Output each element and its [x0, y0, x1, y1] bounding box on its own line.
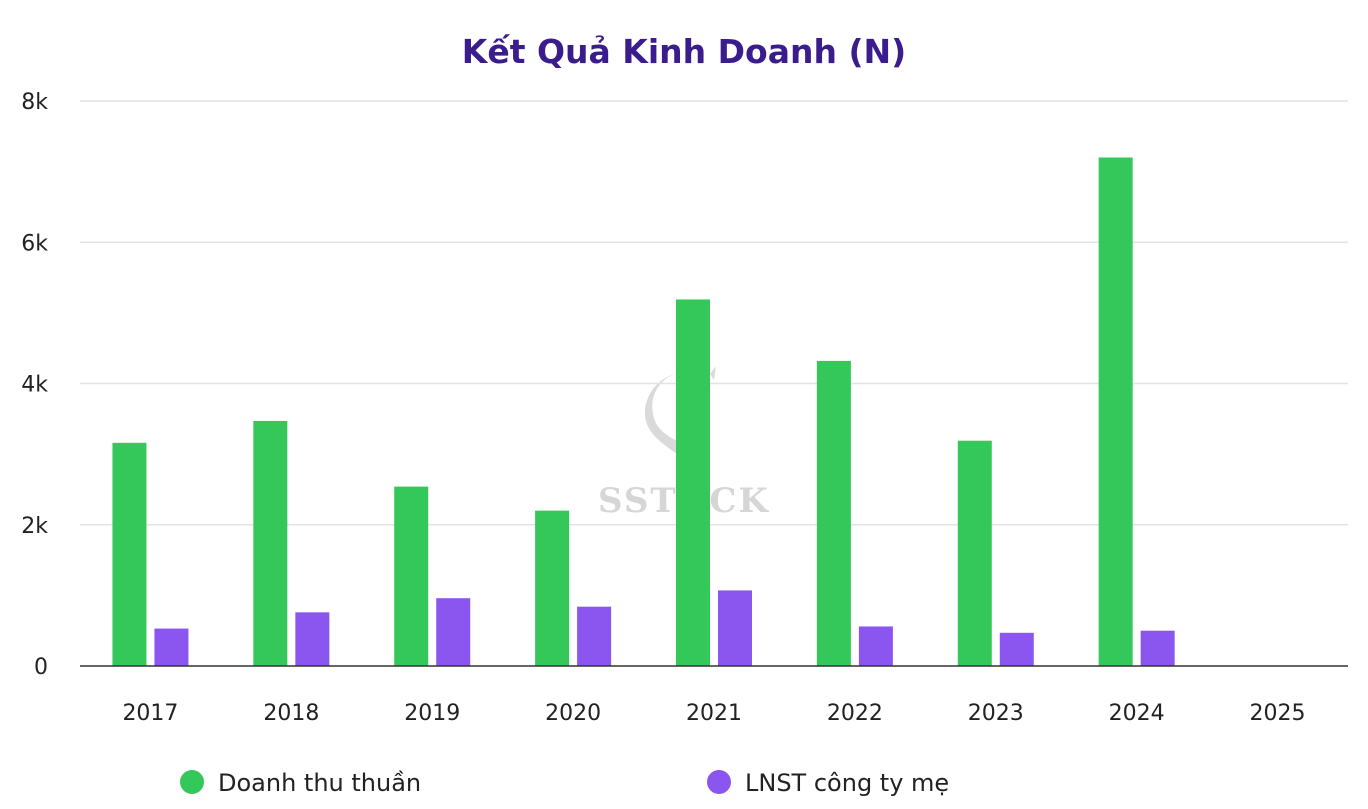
y-tick-label: 8k	[21, 90, 48, 115]
revenue-bar-2021[interactable]	[676, 299, 710, 666]
profit-bar-2017[interactable]	[154, 628, 189, 666]
profit-bar-2018[interactable]	[295, 612, 330, 666]
x-tick-label: 2021	[686, 701, 742, 726]
x-axis: 2017 2018 2019 2020 2021 2022 2023 2024 2025	[80, 665, 1348, 726]
x-tick-label: 2019	[404, 701, 460, 726]
bars	[112, 157, 1175, 667]
chart-title: Kết Quả Kinh Doanh (N)	[462, 32, 906, 71]
y-tick-label: 4k	[21, 373, 48, 398]
legend-item-revenue[interactable]: Doanh thu thuần	[180, 769, 421, 797]
y-tick-label: 2k	[21, 514, 48, 539]
x-tick-label: 2023	[968, 701, 1024, 726]
profit-bar-2021[interactable]	[718, 590, 752, 666]
profit-bar-2019[interactable]	[436, 598, 471, 666]
revenue-bar-2020[interactable]	[535, 510, 570, 666]
legend-marker	[707, 770, 731, 794]
revenue-bar-2024[interactable]	[1098, 157, 1133, 667]
profit-bar-2020[interactable]	[577, 606, 612, 666]
profit-bar-2023[interactable]	[999, 632, 1034, 666]
profit-bar-2024[interactable]	[1140, 630, 1175, 666]
legend-label: LNST công ty mẹ	[745, 769, 949, 797]
revenue-bar-2019[interactable]	[394, 486, 429, 666]
x-tick-label: 2024	[1109, 701, 1165, 726]
y-tick-label: 6k	[21, 231, 48, 256]
x-tick-label: 2018	[263, 701, 319, 726]
revenue-bar-2018[interactable]	[253, 420, 288, 666]
y-axis: 0 2k 4k 6k 8k	[21, 90, 48, 680]
grid-lines	[80, 100, 1348, 526]
legend-marker	[180, 770, 204, 794]
profit-bar-2022[interactable]	[858, 626, 893, 666]
x-tick-label: 2025	[1250, 701, 1306, 726]
revenue-bar-2022[interactable]	[816, 360, 851, 666]
x-tick-label: 2017	[122, 701, 178, 726]
x-tick-label: 2022	[827, 701, 883, 726]
legend-item-profit[interactable]: LNST công ty mẹ	[707, 769, 949, 797]
revenue-bar-2023[interactable]	[957, 440, 992, 666]
revenue-bar-2017[interactable]	[112, 442, 147, 666]
legend: Doanh thu thuần LNST công ty mẹ	[180, 769, 949, 797]
y-tick-label: 0	[34, 655, 48, 680]
x-tick-label: 2020	[545, 701, 601, 726]
legend-label: Doanh thu thuần	[218, 769, 421, 797]
